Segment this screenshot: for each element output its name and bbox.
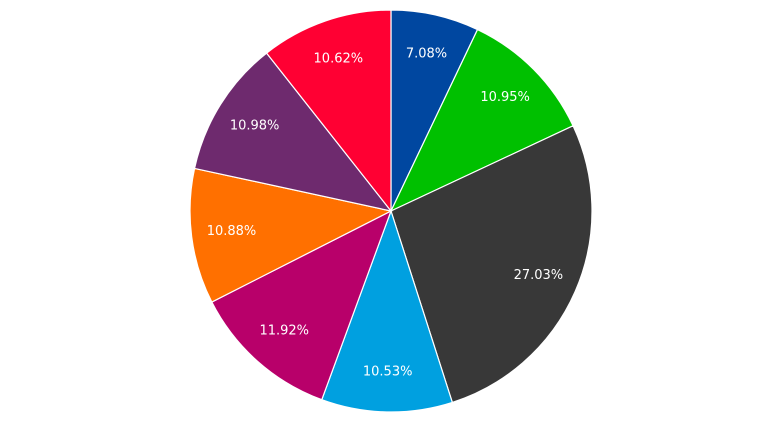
value-label: 7.08% xyxy=(406,47,447,62)
value-label: 10.95% xyxy=(480,90,530,105)
value-label: 10.53% xyxy=(363,364,413,379)
value-label: 10.88% xyxy=(207,224,257,239)
pie-slice xyxy=(211,209,393,401)
value-label: 10.62% xyxy=(314,52,364,67)
pie-slice xyxy=(193,52,393,212)
pie-slice xyxy=(390,124,593,404)
value-label: 10.98% xyxy=(230,118,280,133)
pie-slice xyxy=(189,167,393,303)
pie-slice xyxy=(389,28,574,213)
value-label: 11.92% xyxy=(259,324,309,339)
pie-slice xyxy=(321,209,454,413)
pie-slice xyxy=(265,9,392,213)
value-label: 27.03% xyxy=(514,268,564,283)
